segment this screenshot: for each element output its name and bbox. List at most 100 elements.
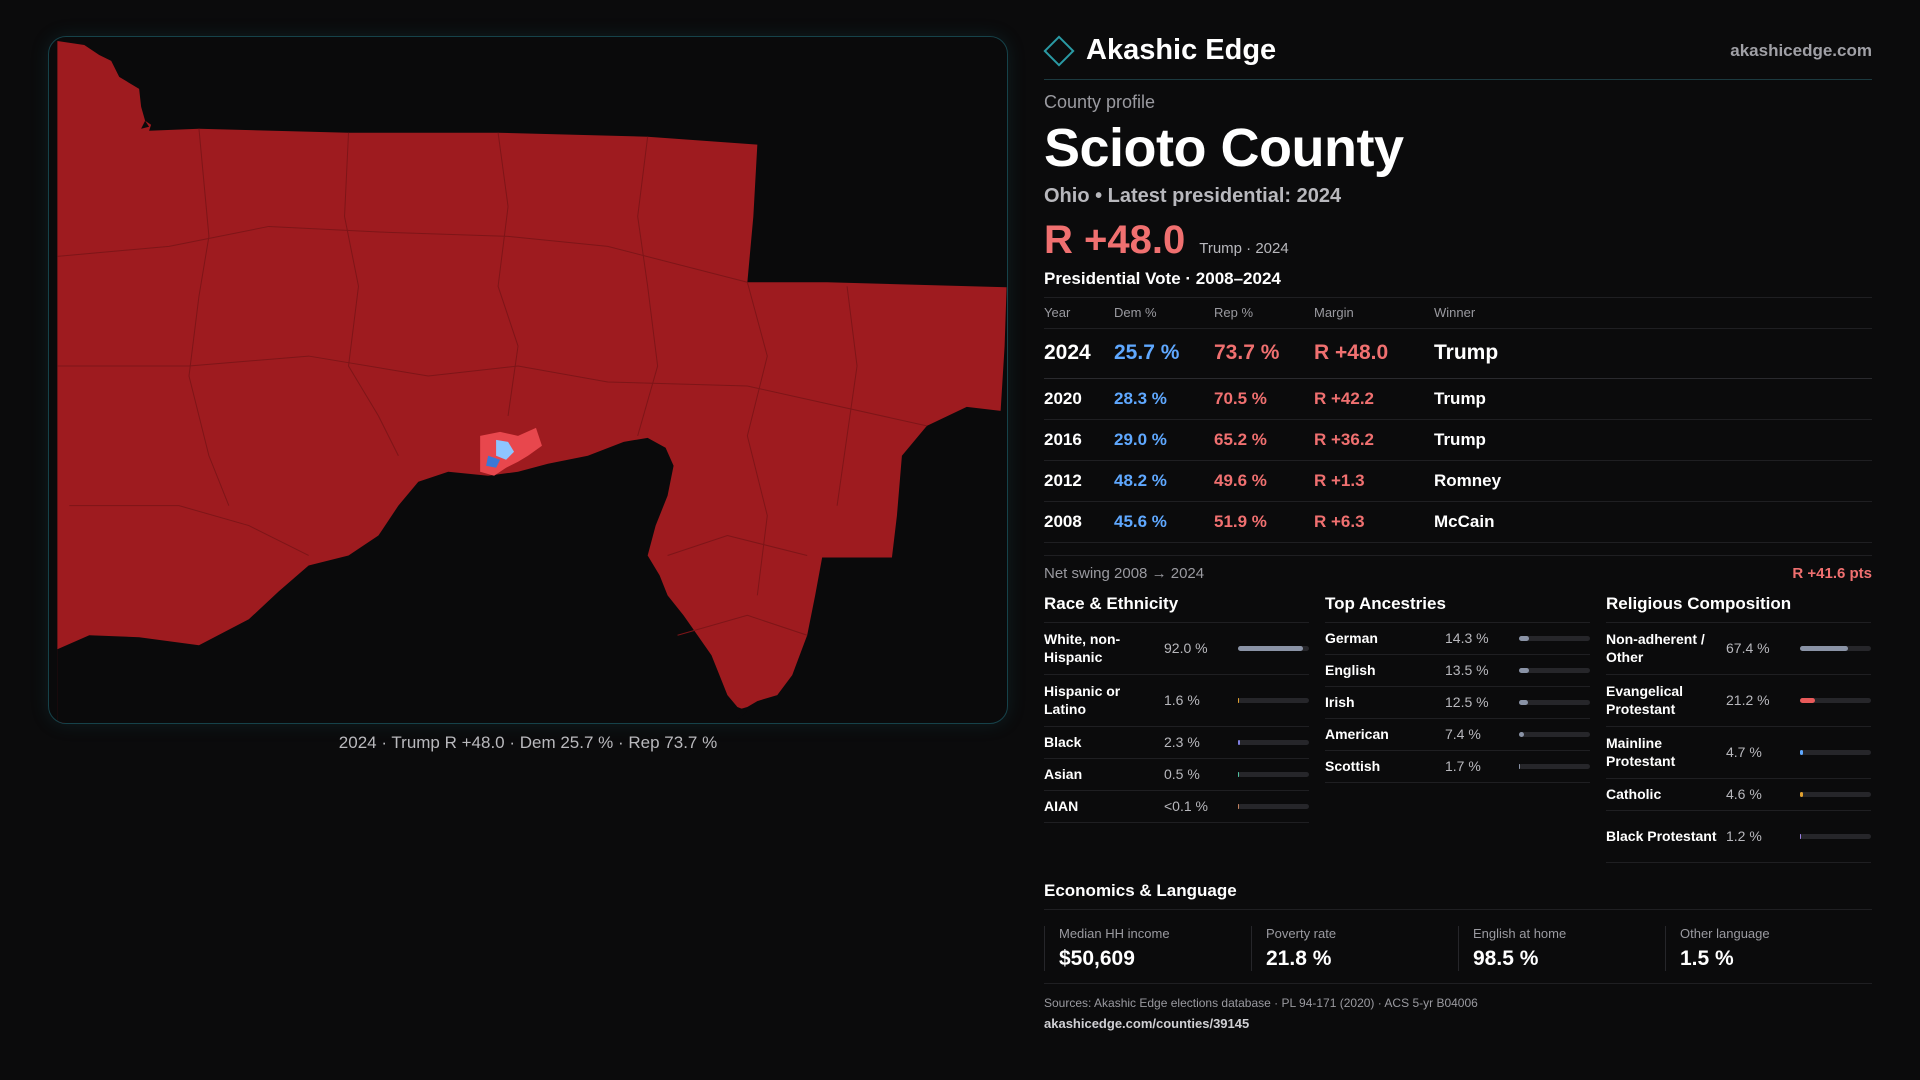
- religion-list: Non-adherent / Other 67.4 % Evangelical Pr…: [1606, 623, 1871, 863]
- ancestry-pct: 12.5 %: [1445, 694, 1489, 710]
- year-cell: 2024: [1044, 328, 1114, 379]
- diamond-outline-icon: [1043, 34, 1075, 67]
- margin-cell: R +42.2: [1314, 378, 1434, 420]
- ancestry-bar-fill: [1519, 699, 1528, 705]
- race-bar-track: [1238, 697, 1309, 703]
- winner-cell: Trump: [1434, 378, 1872, 420]
- stat-other-language: Other language 1.5 %: [1665, 925, 1872, 971]
- precinct-map-svg: [57, 40, 1007, 723]
- race-list: White, non-Hispanic 92.0 % Hispanic or Lat…: [1044, 623, 1309, 823]
- winner-cell: Romney: [1434, 460, 1872, 502]
- dem-cell: 28.3 %: [1114, 378, 1214, 420]
- stat-value: 98.5 %: [1473, 946, 1539, 970]
- headline-winner: Trump · 2024: [1199, 240, 1289, 257]
- header-rep: Rep %: [1214, 298, 1314, 329]
- rep-cell: 73.7 %: [1214, 328, 1314, 379]
- dem-cell: 48.2 %: [1114, 460, 1214, 502]
- county-shape: [57, 40, 1007, 723]
- religion-bar-track: [1800, 791, 1871, 797]
- table-row: 2020 28.3 % 70.5 % R +42.2 Trump: [1044, 378, 1872, 420]
- ancestry-pct: 7.4 %: [1445, 726, 1481, 742]
- ancestry-name: English: [1325, 662, 1376, 678]
- ancestry-pct: 14.3 %: [1445, 630, 1489, 646]
- religion-row: Mainline Protestant 4.7 %: [1606, 727, 1871, 779]
- religion-pct: 67.4 %: [1726, 640, 1770, 656]
- header-winner: Winner: [1434, 298, 1872, 329]
- site-link[interactable]: akashicedge.com: [1730, 40, 1872, 60]
- rep-cell: 70.5 %: [1214, 378, 1314, 420]
- header-dem: Dem %: [1114, 298, 1214, 329]
- race-row: Asian 0.5 %: [1044, 759, 1309, 791]
- ancestry-bar-fill: [1519, 731, 1525, 737]
- city-precinct-dem-strong[interactable]: [486, 455, 501, 468]
- ancestry-bar-fill: [1519, 635, 1530, 641]
- stat-label: Other language: [1680, 925, 1770, 941]
- stat-value: 21.8 %: [1266, 946, 1332, 970]
- religion-bar-fill: [1800, 791, 1804, 797]
- rep-cell: 51.9 %: [1214, 501, 1314, 543]
- race-row: AIAN <0.1 %: [1044, 791, 1309, 823]
- ancestry-bar-track: [1519, 635, 1590, 641]
- race-section: Race & Ethnicity White, non-Hispanic 92.0…: [1044, 594, 1309, 863]
- religion-bar-fill: [1800, 645, 1848, 651]
- precinct-boundaries: [57, 128, 927, 636]
- dem-cell: 45.6 %: [1114, 501, 1214, 543]
- rep-cell: 49.6 %: [1214, 460, 1314, 502]
- net-swing-value: R +41.6 pts: [1792, 564, 1872, 582]
- map-caption: 2024 · Trump R +48.0 · Dem 25.7 % · Rep …: [338, 733, 718, 752]
- religion-bar-track: [1800, 645, 1871, 651]
- ancestry-name: Scottish: [1325, 758, 1381, 774]
- religion-pct: 4.7 %: [1726, 744, 1762, 760]
- stat-label: Poverty rate: [1266, 925, 1337, 941]
- stat-median-income: Median HH income $50,609: [1044, 925, 1251, 971]
- ancestry-title: Top Ancestries: [1325, 594, 1590, 623]
- stat-english-at-home: English at home 98.5 %: [1458, 925, 1665, 971]
- race-row: White, non-Hispanic 92.0 %: [1044, 623, 1309, 675]
- race-pct: 1.6 %: [1164, 692, 1200, 708]
- religion-bar-track: [1800, 833, 1871, 839]
- ancestry-row: Irish 12.5 %: [1325, 687, 1590, 719]
- county-title: Scioto County: [1044, 118, 1404, 178]
- stat-value: $50,609: [1059, 946, 1135, 970]
- year-cell: 2020: [1044, 378, 1114, 420]
- river-region: [57, 437, 748, 723]
- winner-cell: McCain: [1434, 501, 1872, 543]
- ancestry-row: English 13.5 %: [1325, 655, 1590, 687]
- city-precinct-dem-lean[interactable]: [496, 439, 515, 460]
- race-bar-track: [1238, 739, 1309, 745]
- margin-cell: R +6.3: [1314, 501, 1434, 543]
- stat-label: English at home: [1473, 925, 1567, 941]
- religion-section: Religious Composition Non-adherent / Oth…: [1606, 594, 1871, 863]
- race-bar-fill: [1238, 771, 1240, 777]
- religion-bar-fill: [1800, 833, 1802, 839]
- dem-cell: 25.7 %: [1114, 328, 1214, 379]
- margin-cell: R +1.3: [1314, 460, 1434, 502]
- county-url-link[interactable]: akashicedge.com/counties/39145: [1044, 1015, 1250, 1031]
- brand[interactable]: Akashic Edge: [1043, 34, 1276, 67]
- ancestry-name: Irish: [1325, 694, 1355, 710]
- year-cell: 2012: [1044, 460, 1114, 502]
- county-map[interactable]: [48, 36, 1008, 724]
- race-pct: 92.0 %: [1164, 640, 1208, 656]
- headline-margin: R +48.0: [1044, 218, 1186, 262]
- sources-note: Sources: Akashic Edge elections database…: [1044, 995, 1478, 1010]
- race-pct: 2.3 %: [1164, 734, 1200, 750]
- header-bar: Akashic Edge akashicedge.com: [1043, 30, 1872, 80]
- year-cell: 2008: [1044, 501, 1114, 543]
- ancestry-bar-track: [1519, 699, 1590, 705]
- ancestry-bar-track: [1519, 763, 1590, 769]
- religion-name: Non-adherent / Other: [1606, 631, 1705, 665]
- race-title: Race & Ethnicity: [1044, 594, 1309, 623]
- religion-pct: 4.6 %: [1726, 786, 1762, 802]
- race-bar-fill: [1238, 697, 1240, 703]
- table-row: 2024 25.7 % 73.7 % R +48.0 Trump: [1044, 328, 1872, 379]
- ancestry-name: American: [1325, 726, 1389, 742]
- header-margin: Margin: [1314, 298, 1434, 329]
- stat-poverty-rate: Poverty rate 21.8 %: [1251, 925, 1458, 971]
- margin-cell: R +48.0: [1314, 328, 1434, 379]
- religion-bar-track: [1800, 697, 1871, 703]
- religion-row: Evangelical Protestant 21.2 %: [1606, 675, 1871, 727]
- religion-row: Catholic 4.6 %: [1606, 779, 1871, 811]
- table-row: 2008 45.6 % 51.9 % R +6.3 McCain: [1044, 501, 1872, 543]
- table-row: 2016 29.0 % 65.2 % R +36.2 Trump: [1044, 419, 1872, 461]
